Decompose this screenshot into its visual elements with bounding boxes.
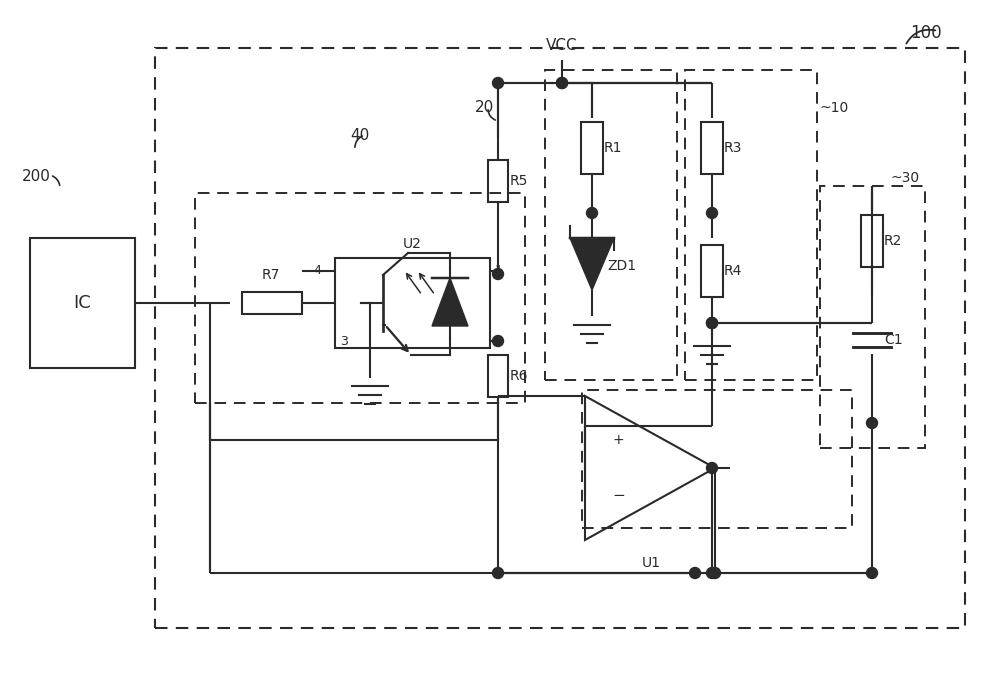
Text: R3: R3 <box>724 141 742 155</box>
Circle shape <box>706 317 718 329</box>
Text: ZD1: ZD1 <box>607 259 636 273</box>
Circle shape <box>556 77 568 89</box>
Text: IC: IC <box>74 294 91 312</box>
Circle shape <box>706 207 718 218</box>
Text: VCC: VCC <box>546 39 578 54</box>
Bar <box>545 70 677 380</box>
Text: R1: R1 <box>604 141 622 155</box>
Text: 1: 1 <box>495 264 503 277</box>
Polygon shape <box>570 238 614 290</box>
Bar <box>581 122 603 174</box>
Circle shape <box>493 77 504 89</box>
Text: 200: 200 <box>22 169 51 184</box>
Text: C1: C1 <box>884 333 903 347</box>
Text: 3: 3 <box>340 334 348 348</box>
Bar <box>30 238 135 368</box>
Circle shape <box>493 268 504 279</box>
Text: R5: R5 <box>510 174 528 188</box>
Circle shape <box>706 567 718 578</box>
Circle shape <box>493 336 504 346</box>
Bar <box>155 48 965 628</box>
Circle shape <box>867 418 878 428</box>
Text: U2: U2 <box>403 237 422 251</box>
Polygon shape <box>585 396 715 540</box>
Text: +: + <box>612 433 624 447</box>
Bar <box>701 122 723 174</box>
Text: ~10: ~10 <box>820 101 849 115</box>
Text: 40: 40 <box>350 129 369 144</box>
Text: U1: U1 <box>642 556 661 570</box>
Text: R6: R6 <box>510 369 528 383</box>
Polygon shape <box>432 278 468 326</box>
Bar <box>820 186 925 448</box>
Text: 100: 100 <box>910 24 942 42</box>
Circle shape <box>493 567 504 578</box>
Text: 4: 4 <box>313 264 321 277</box>
Bar <box>685 70 817 380</box>
Circle shape <box>706 462 718 473</box>
Bar <box>488 355 508 397</box>
Bar <box>582 390 852 528</box>
Text: R7: R7 <box>262 268 280 282</box>
Circle shape <box>706 317 718 329</box>
Text: −: − <box>612 489 625 504</box>
Bar <box>701 245 723 297</box>
Text: ~30: ~30 <box>890 171 919 185</box>
Bar <box>335 258 490 348</box>
Bar <box>242 292 302 314</box>
Bar <box>195 193 525 403</box>
Bar <box>861 215 883 267</box>
Text: R2: R2 <box>884 234 902 248</box>
Circle shape <box>690 567 700 578</box>
Circle shape <box>867 567 878 578</box>
Text: R4: R4 <box>724 264 742 278</box>
Circle shape <box>710 567 720 578</box>
Text: 2: 2 <box>495 334 503 348</box>
Circle shape <box>586 207 598 218</box>
Bar <box>488 160 508 202</box>
Circle shape <box>556 77 568 89</box>
Text: 20: 20 <box>475 100 494 115</box>
